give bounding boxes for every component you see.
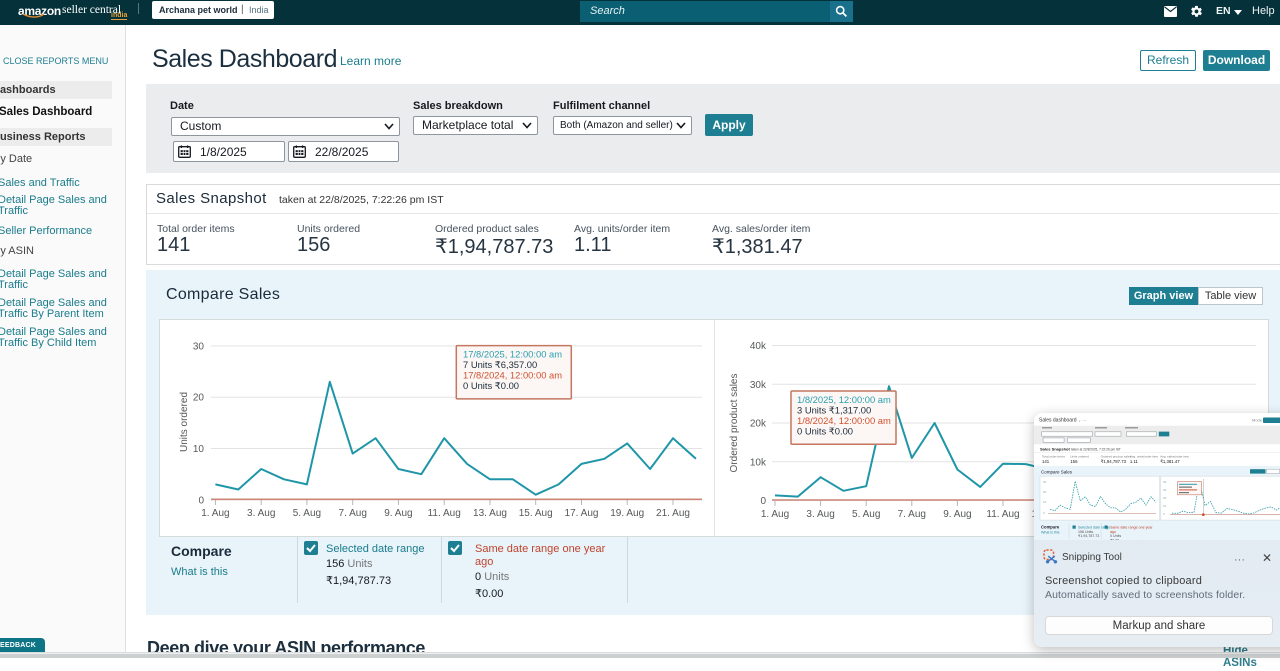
svg-text:156: 156 (1070, 459, 1078, 464)
svg-text:What is this: What is this (1041, 531, 1060, 535)
svg-text:15. Aug: 15. Aug (519, 508, 553, 519)
svg-text:141: 141 (1042, 459, 1050, 464)
svg-text:21. Aug: 21. Aug (656, 508, 690, 519)
svg-text:7. Aug: 7. Aug (898, 509, 926, 520)
svg-text:30: 30 (1163, 488, 1167, 492)
svg-text:1/8/2025, 12:00:00 am: 1/8/2025, 12:00:00 am (797, 394, 891, 405)
svg-text:0 Units ₹0.00: 0 Units ₹0.00 (463, 380, 519, 391)
svg-text:5. Aug: 5. Aug (293, 508, 321, 519)
svg-text:10: 10 (193, 444, 205, 455)
svg-text:30: 30 (1043, 480, 1047, 484)
svg-text:13. Aug: 13. Aug (473, 508, 507, 519)
svg-text:Compare Sales: Compare Sales (1041, 470, 1073, 475)
svg-text:0: 0 (198, 495, 204, 506)
svg-text:9. Aug: 9. Aug (943, 509, 971, 520)
svg-text:10k: 10k (750, 457, 767, 468)
svg-text:1.11: 1.11 (1130, 459, 1139, 464)
svg-text:0: 0 (760, 496, 766, 507)
svg-text:17/8/2024, 12:00:00 am: 17/8/2024, 12:00:00 am (463, 370, 562, 381)
svg-text:1. Aug: 1. Aug (201, 508, 229, 519)
svg-text:0: 0 (1163, 512, 1165, 516)
svg-text:Sales dashboard ⌄ ···: Sales dashboard ⌄ ··· (1039, 418, 1086, 424)
svg-text:₹0.00: ₹0.00 (1110, 538, 1119, 540)
svg-text:0 Units ₹0.00: 0 Units ₹0.00 (797, 425, 853, 436)
svg-text:11. Aug: 11. Aug (986, 509, 1019, 520)
svg-text:Sales Snapshot taken at 22/8/2: Sales Snapshot taken at 22/8/2025, 7:22:… (1040, 447, 1121, 452)
svg-text:5. Aug: 5. Aug (852, 509, 880, 520)
svg-text:20: 20 (1043, 490, 1047, 494)
svg-text:Same date range one year: Same date range one year (1110, 526, 1153, 530)
svg-text:9. Aug: 9. Aug (384, 508, 412, 519)
svg-text:Compare: Compare (1041, 525, 1060, 530)
svg-text:Units ordered: Units ordered (1070, 455, 1089, 459)
svg-text:20: 20 (1163, 496, 1167, 500)
svg-text:3 Units ₹1,317.00: 3 Units ₹1,317.00 (797, 404, 871, 415)
svg-text:₹1,94,787.73: ₹1,94,787.73 (1078, 534, 1099, 538)
svg-text:20: 20 (193, 393, 205, 404)
svg-text:1/8/2024, 12:00:00 am: 1/8/2024, 12:00:00 am (797, 415, 891, 426)
svg-text:ago: ago (1110, 530, 1116, 534)
svg-text:20k: 20k (750, 419, 767, 430)
svg-text:10: 10 (1043, 500, 1047, 504)
svg-text:11. Aug: 11. Aug (428, 508, 461, 519)
svg-text:Ordered product sales: Ordered product sales (729, 374, 740, 473)
svg-text:Avg. sales/order item: Avg. sales/order item (1160, 455, 1189, 459)
svg-text:30k: 30k (750, 380, 767, 391)
svg-text:40: 40 (1163, 480, 1167, 484)
svg-text:10: 10 (1163, 504, 1167, 508)
svg-text:0: 0 (1043, 511, 1045, 515)
svg-text:7 Units ₹6,357.00: 7 Units ₹6,357.00 (463, 359, 537, 370)
svg-text:17. Aug: 17. Aug (565, 508, 599, 519)
svg-text:40k: 40k (750, 341, 767, 352)
svg-text:30: 30 (193, 341, 205, 352)
svg-text:156 Units: 156 Units (1078, 530, 1093, 534)
svg-text:7. Aug: 7. Aug (339, 508, 367, 519)
svg-text:Units ordered: Units ordered (179, 392, 190, 452)
svg-text:Selected date range: Selected date range (1078, 526, 1110, 530)
svg-text:3. Aug: 3. Aug (806, 509, 834, 520)
svg-text:1. Aug: 1. Aug (761, 509, 789, 520)
svg-text:Mode: Mode (1252, 418, 1263, 423)
svg-text:0 Units: 0 Units (1110, 534, 1121, 538)
svg-text:Total order items: Total order items (1042, 455, 1065, 459)
svg-text:17/8/2025, 12:00:00 am: 17/8/2025, 12:00:00 am (463, 349, 562, 360)
svg-text:₹1,94,787.73: ₹1,94,787.73 (1101, 459, 1127, 464)
svg-text:3. Aug: 3. Aug (247, 508, 275, 519)
svg-text:Ordered product sales: Ordered product sales (1101, 455, 1132, 459)
svg-text:₹1,381.47: ₹1,381.47 (1160, 459, 1180, 464)
svg-text:Avg. units/order item: Avg. units/order item (1130, 455, 1159, 459)
svg-text:19. Aug: 19. Aug (610, 508, 644, 519)
